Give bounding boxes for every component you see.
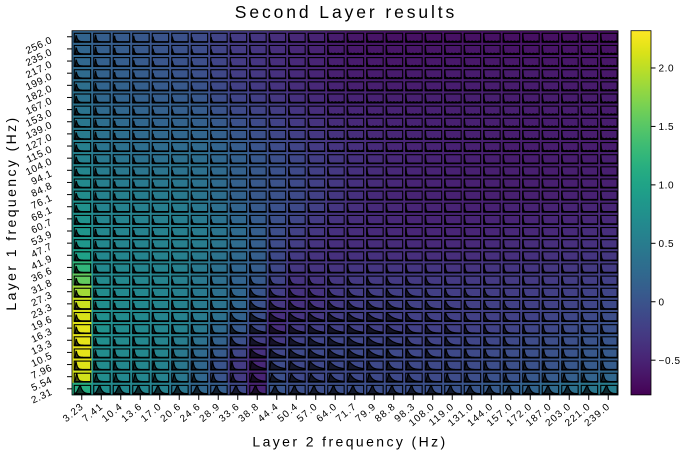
svg-text:0: 0 <box>659 297 665 308</box>
svg-text:2.0: 2.0 <box>659 64 675 75</box>
svg-text:−0.5: −0.5 <box>659 356 681 367</box>
svg-text:1.5: 1.5 <box>659 122 675 133</box>
svg-text:0.5: 0.5 <box>659 239 675 250</box>
svg-text:Layer 2 frequency (Hz): Layer 2 frequency (Hz) <box>252 434 447 450</box>
svg-text:1.0: 1.0 <box>659 180 675 191</box>
svg-text:Layer 1 frequency (Hz): Layer 1 frequency (Hz) <box>3 115 19 310</box>
svg-text:Second Layer results: Second Layer results <box>235 2 457 22</box>
